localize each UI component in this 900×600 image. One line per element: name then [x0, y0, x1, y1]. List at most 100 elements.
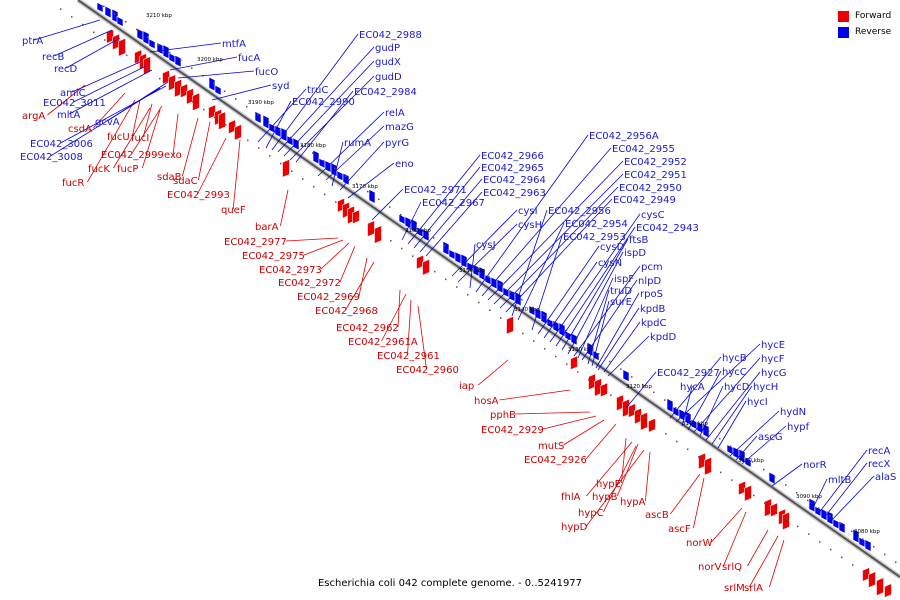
reverse-gene-label: pcm [641, 262, 663, 273]
reverse-gene-label: gcvA [95, 117, 120, 128]
forward-gene-feature [884, 583, 892, 598]
forward-gene-label: fucR [62, 178, 84, 189]
tick-dot [874, 579, 876, 582]
tick-dot [280, 162, 282, 165]
forward-leader-line [303, 239, 344, 256]
forward-gene-label: sdaC [173, 176, 198, 187]
reverse-gene-label: EC042_2990 [292, 97, 355, 108]
reverse-leader-line [325, 125, 385, 181]
forward-gene-label: EC042_2960 [396, 365, 459, 376]
reverse-swatch [838, 26, 849, 38]
tick-dot [719, 437, 721, 440]
forward-gene-feature [218, 111, 226, 131]
tick-dot [302, 178, 304, 180]
tick-dot [71, 16, 73, 18]
reverse-leader-line [66, 37, 121, 69]
tick-dot [720, 471, 722, 474]
reverse-gene-label: EC042_2949 [613, 195, 676, 206]
tick-dot [676, 440, 678, 443]
tick-dot [555, 355, 557, 358]
forward-gene-feature [422, 258, 430, 276]
reverse-leader-line [457, 223, 518, 283]
reverse-gene-label: truD [610, 286, 632, 297]
forward-leader-line [358, 257, 368, 297]
forward-gene-label: EC042_2977 [224, 237, 287, 248]
forward-leader-line [749, 535, 779, 588]
reverse-gene-feature [768, 471, 776, 485]
reverse-leader-line [419, 178, 483, 253]
forward-gene-label: srlA [744, 583, 763, 594]
reverse-gene-label: mazG [385, 122, 414, 133]
reverse-gene-feature [312, 149, 320, 165]
tick-dot [367, 190, 369, 193]
reverse-gene-label: EC042_2964 [483, 175, 546, 186]
forward-gene-feature [868, 571, 876, 589]
forward-gene-feature [876, 577, 884, 597]
reverse-gene-label: recD [54, 64, 78, 75]
legend-reverse-label: Reverse [855, 27, 892, 37]
tick-dot [731, 479, 733, 481]
forward-leader-line [381, 293, 407, 342]
forward-leader-line [113, 107, 151, 169]
reverse-leader-line [573, 265, 641, 357]
position-tick-label: 3190 kbp [248, 100, 274, 106]
reverse-gene-label: hycA [680, 382, 705, 393]
tick-dot [632, 409, 634, 412]
reverse-gene-label: ascG [758, 432, 783, 443]
reverse-leader-line [69, 69, 153, 115]
reverse-leader-line [407, 154, 481, 245]
tick-dot [390, 240, 392, 242]
reverse-gene-label: hydN [780, 407, 806, 418]
reverse-leader-line [283, 60, 375, 157]
reverse-gene-label: alaS [875, 472, 896, 483]
tick-dot [565, 329, 567, 332]
reverse-gene-label: hycI [747, 397, 768, 408]
reverse-leader-line [481, 147, 612, 297]
forward-leader-line [499, 389, 571, 401]
tick-dot [686, 414, 688, 417]
reverse-gene-feature [136, 28, 144, 42]
tick-dot [862, 538, 864, 540]
reverse-gene-label: ispF [614, 274, 634, 285]
forward-leader-line [131, 105, 163, 155]
position-tick-label: 3090 kbp [796, 494, 822, 500]
forward-gene-label: EC042_2975 [242, 251, 305, 262]
reverse-leader-line [829, 475, 875, 523]
reverse-gene-label: EC042_2965 [481, 163, 544, 174]
forward-gene-label: ascF [668, 524, 691, 535]
forward-gene-label: EC042_2961 [377, 351, 440, 362]
tick-dot [884, 553, 886, 556]
forward-gene-feature [744, 484, 752, 502]
forward-gene-label: hypD [561, 522, 588, 533]
forward-leader-line [132, 99, 141, 137]
reverse-leader-line [413, 166, 481, 249]
reverse-leader-line [50, 87, 161, 157]
reverse-gene-label: recA [868, 446, 891, 457]
position-tick-label: 3180 kbp [300, 143, 326, 149]
tick-dot [698, 456, 700, 458]
reverse-gene-feature [156, 42, 164, 56]
tick-dot [379, 232, 381, 234]
position-tick-label: 3150 kbp [459, 268, 485, 274]
forward-leader-line [172, 113, 179, 155]
tick-dot [621, 402, 623, 404]
reverse-leader-line [543, 261, 598, 339]
reverse-leader-line [149, 42, 222, 53]
tick-dot [345, 175, 347, 177]
forward-gene-feature [192, 92, 200, 112]
tick-dot [489, 309, 491, 311]
reverse-leader-line [505, 198, 613, 313]
position-tick-label: 3130 kbp [568, 347, 594, 353]
tick-dot [643, 417, 645, 420]
position-tick-label: 3100 kbp [738, 458, 764, 464]
tick-dot [313, 185, 315, 188]
tick-dots [60, 5, 897, 589]
legend-forward: Forward [838, 8, 891, 24]
position-ticks: 3210 kbp 3200 kbp 3190 kbp 3180 kbp 3170 kbp… [146, 13, 880, 535]
reverse-leader-line [425, 191, 483, 257]
reverse-leader-line [493, 173, 624, 305]
reverse-gene-feature [570, 332, 578, 346]
reverse-gene-label: hypf [787, 422, 810, 433]
position-tick-label: 3170 kbp [352, 184, 378, 190]
reverse-gene-feature [702, 423, 710, 439]
